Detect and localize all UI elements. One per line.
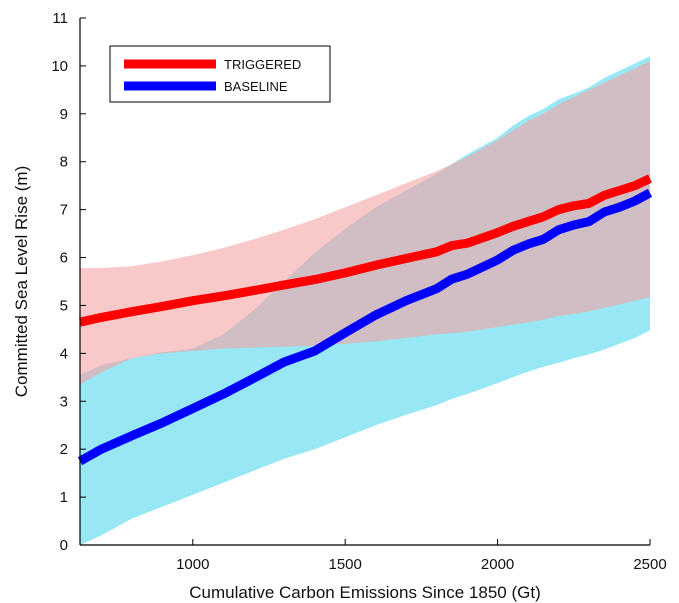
line-triggered <box>79 174 652 327</box>
y-tick-label: 3 <box>60 393 68 410</box>
y-tick-label: 8 <box>60 154 68 171</box>
y-tick-label: 11 <box>52 10 68 27</box>
y-tick-label: 0 <box>60 537 68 554</box>
y-tick-label: 9 <box>60 106 68 123</box>
y-tick-label: 2 <box>60 441 68 458</box>
legend-label-triggered: TRIGGERED <box>224 57 301 72</box>
y-tick-label: 7 <box>60 202 68 219</box>
y-tick-label: 10 <box>51 58 68 75</box>
x-tick-label: 2000 <box>481 556 514 573</box>
legend: TRIGGERED BASELINE <box>109 45 331 103</box>
x-tick-label: 1500 <box>328 556 361 573</box>
uncertainty-bands <box>80 56 650 546</box>
y-tick-label: 4 <box>60 345 68 362</box>
y-axis-title: Committed Sea Level Rise (m) <box>12 166 31 397</box>
series-lines <box>77 174 653 466</box>
y-tick-label: 5 <box>60 297 68 314</box>
x-tick-label: 1000 <box>176 556 209 573</box>
y-tick-label: 1 <box>60 489 68 506</box>
x-axis-title: Cumulative Carbon Emissions Since 1850 (… <box>189 583 540 602</box>
tick-labels: 0 1 2 3 4 5 6 7 8 9 10 11 1000 1500 2000 2500 <box>51 10 666 573</box>
x-tick-label: 2500 <box>633 556 666 573</box>
line-baseline <box>77 188 653 466</box>
y-tick-label: 6 <box>60 250 68 267</box>
legend-box <box>109 45 331 103</box>
axes <box>79 17 651 546</box>
band-triggered <box>80 61 650 385</box>
legend-label-baseline: BASELINE <box>224 79 288 94</box>
